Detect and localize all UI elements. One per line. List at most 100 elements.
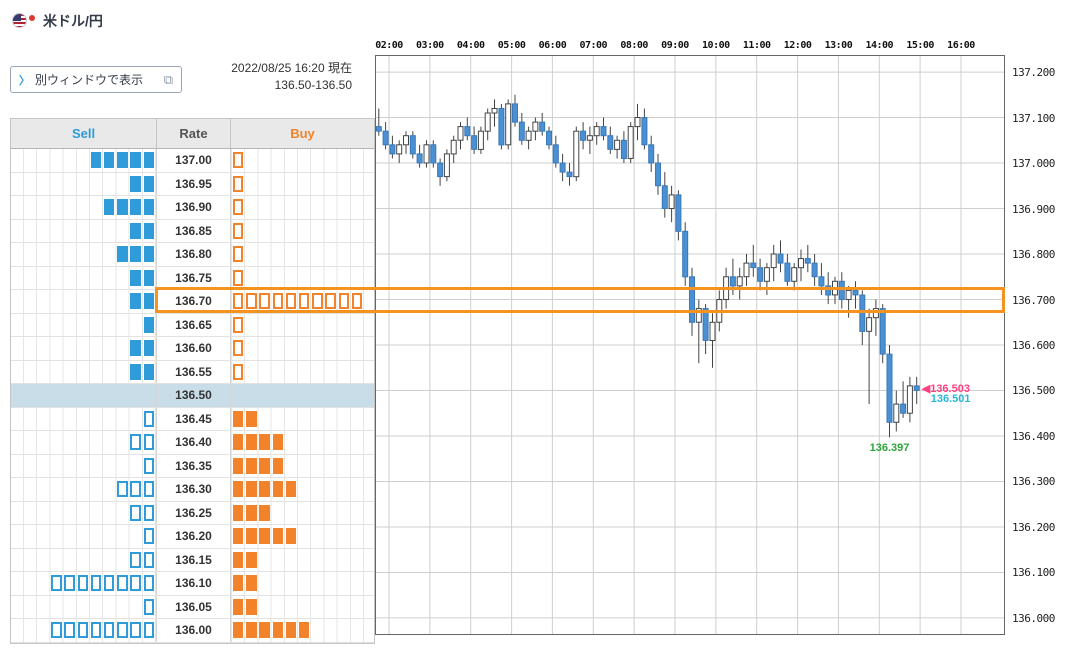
rate-cell[interactable]: 136.10: [156, 572, 231, 595]
buy-cell[interactable]: [231, 478, 374, 501]
sell-cell[interactable]: [11, 407, 156, 430]
open-in-new-window-button[interactable]: 〉 別ウィンドウで表示 ⧉: [10, 66, 182, 93]
board-row[interactable]: 136.30: [11, 478, 374, 502]
sell-cell[interactable]: [11, 219, 156, 242]
sell-cell[interactable]: [11, 243, 156, 266]
board-row[interactable]: 136.35: [11, 454, 374, 478]
order-volume-square: [143, 199, 154, 216]
sell-cell[interactable]: [11, 478, 156, 501]
board-row[interactable]: 136.15: [11, 548, 374, 572]
rate-cell[interactable]: 136.40: [156, 431, 231, 454]
order-volume-square: [117, 199, 128, 216]
price-axis-label: 137.000: [1012, 157, 1055, 171]
buy-cell[interactable]: [231, 266, 374, 289]
sell-cell[interactable]: [11, 525, 156, 548]
rate-cell[interactable]: 136.70: [156, 290, 231, 313]
buy-cell[interactable]: [231, 525, 374, 548]
sell-cell[interactable]: [11, 431, 156, 454]
order-volume-square: [143, 575, 154, 592]
buy-cell[interactable]: [231, 243, 374, 266]
order-board-rows: 137.00 136.95 136.90 136.85 136.80 136.75 136.…: [11, 149, 374, 643]
sell-cell[interactable]: [11, 196, 156, 219]
board-row[interactable]: 136.50: [11, 384, 374, 408]
buy-cell[interactable]: [231, 384, 374, 407]
rate-cell[interactable]: 137.00: [156, 149, 231, 172]
order-volume-square: [233, 340, 244, 357]
order-volume-square: [351, 293, 363, 310]
buy-cell[interactable]: [231, 454, 374, 477]
board-row[interactable]: 136.60: [11, 337, 374, 361]
pair-title: 米ドル/円: [43, 13, 103, 29]
rate-cell[interactable]: 136.90: [156, 196, 231, 219]
sell-cell[interactable]: [11, 172, 156, 195]
order-volume-square: [104, 622, 115, 639]
us-flag-icon: [12, 13, 27, 28]
sell-cell[interactable]: [11, 360, 156, 383]
sell-cell[interactable]: [11, 313, 156, 336]
buy-cell[interactable]: [231, 172, 374, 195]
rate-cell[interactable]: 136.20: [156, 525, 231, 548]
board-row[interactable]: 136.25: [11, 501, 374, 525]
rate-cell[interactable]: 136.35: [156, 454, 231, 477]
board-row[interactable]: 136.20: [11, 525, 374, 549]
board-row[interactable]: 136.65: [11, 313, 374, 337]
buy-cell[interactable]: [231, 360, 374, 383]
sell-cell[interactable]: [11, 572, 156, 595]
rate-cell[interactable]: 136.80: [156, 243, 231, 266]
buy-cell[interactable]: [231, 313, 374, 336]
board-row[interactable]: 136.70: [11, 290, 374, 314]
buy-cell[interactable]: [231, 219, 374, 242]
board-row[interactable]: 136.85: [11, 219, 374, 243]
rate-cell[interactable]: 136.50: [156, 384, 231, 407]
sell-cell[interactable]: [11, 619, 156, 642]
sell-cell[interactable]: [11, 337, 156, 360]
rate-cell[interactable]: 136.15: [156, 548, 231, 571]
rate-cell[interactable]: 136.75: [156, 266, 231, 289]
sell-cell[interactable]: [11, 149, 156, 172]
sell-cell[interactable]: [11, 454, 156, 477]
board-row[interactable]: 136.75: [11, 266, 374, 290]
rate-cell[interactable]: 136.85: [156, 219, 231, 242]
buy-cell[interactable]: [231, 619, 374, 642]
order-volume-square: [233, 199, 244, 216]
board-row[interactable]: 136.45: [11, 407, 374, 431]
rate-cell[interactable]: 136.00: [156, 619, 231, 642]
board-row[interactable]: 136.55: [11, 360, 374, 384]
sell-cell[interactable]: [11, 548, 156, 571]
rate-cell[interactable]: 136.25: [156, 501, 231, 524]
buy-cell[interactable]: [231, 501, 374, 524]
rate-cell[interactable]: 136.30: [156, 478, 231, 501]
board-row[interactable]: 136.05: [11, 595, 374, 619]
buy-cell[interactable]: [231, 149, 374, 172]
price-axis-label: 136.100: [1012, 566, 1055, 580]
board-row[interactable]: 137.00: [11, 149, 374, 173]
time-axis-label: 02:00: [375, 40, 403, 51]
board-row[interactable]: 136.90: [11, 196, 374, 220]
rate-cell[interactable]: 136.45: [156, 407, 231, 430]
board-row[interactable]: 136.00: [11, 619, 374, 643]
buy-cell[interactable]: [231, 290, 374, 313]
buy-cell[interactable]: [231, 196, 374, 219]
board-row[interactable]: 136.80: [11, 243, 374, 267]
buy-cell[interactable]: [231, 595, 374, 618]
time-axis-label: 12:00: [783, 40, 812, 51]
rate-cell[interactable]: 136.55: [156, 360, 231, 383]
buy-cell[interactable]: [231, 337, 374, 360]
board-row[interactable]: 136.40: [11, 431, 374, 455]
sell-cell[interactable]: [11, 384, 156, 407]
sell-cell[interactable]: [11, 290, 156, 313]
rate-cell[interactable]: 136.65: [156, 313, 231, 336]
buy-cell[interactable]: [231, 407, 374, 430]
buy-cell[interactable]: [231, 548, 374, 571]
board-row[interactable]: 136.10: [11, 572, 374, 596]
sell-cell[interactable]: [11, 595, 156, 618]
rate-cell[interactable]: 136.60: [156, 337, 231, 360]
buy-cell[interactable]: [231, 572, 374, 595]
sell-cell[interactable]: [11, 501, 156, 524]
rate-cell[interactable]: 136.05: [156, 595, 231, 618]
rate-cell[interactable]: 136.95: [156, 172, 231, 195]
board-row[interactable]: 136.95: [11, 172, 374, 196]
buy-cell[interactable]: [231, 431, 374, 454]
sell-cell[interactable]: [11, 266, 156, 289]
